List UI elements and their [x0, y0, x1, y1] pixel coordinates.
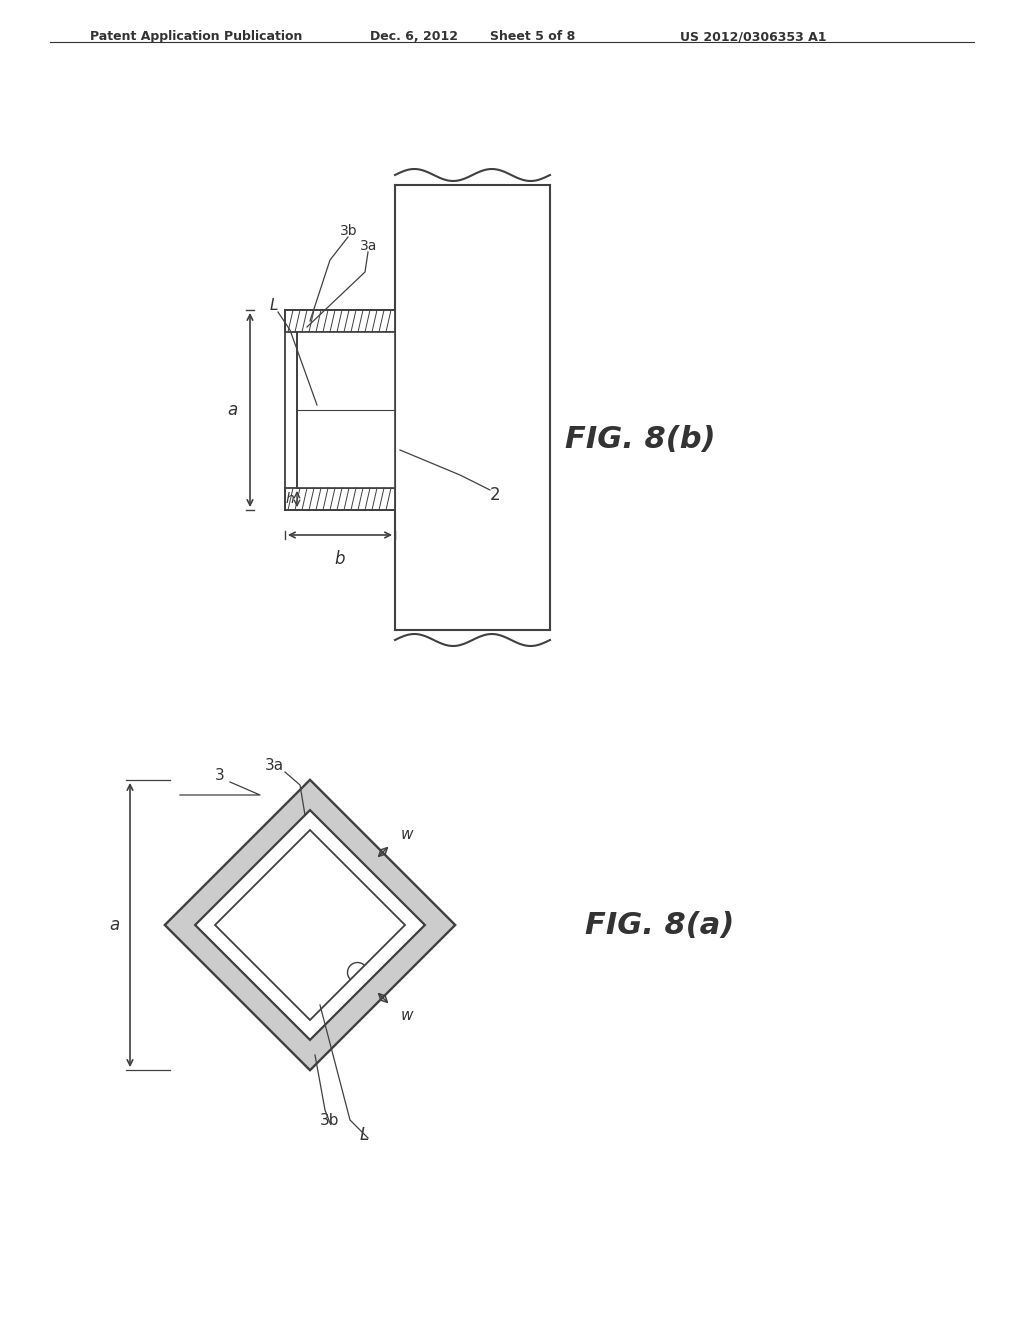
Text: 3b: 3b — [340, 224, 357, 238]
Bar — [297, 333, 395, 488]
Text: 3: 3 — [215, 768, 224, 783]
Text: Patent Application Publication: Patent Application Publication — [90, 30, 302, 44]
Bar — [285, 310, 395, 333]
Polygon shape — [215, 830, 406, 1020]
Text: Sheet 5 of 8: Sheet 5 of 8 — [490, 30, 575, 44]
Text: a: a — [110, 916, 120, 935]
PathPatch shape — [165, 780, 455, 1071]
Text: w: w — [400, 828, 413, 842]
Text: US 2012/0306353 A1: US 2012/0306353 A1 — [680, 30, 826, 44]
Text: w: w — [400, 1008, 413, 1023]
Text: L: L — [360, 1126, 370, 1144]
Bar — [319, 488, 390, 510]
Text: Dec. 6, 2012: Dec. 6, 2012 — [370, 30, 458, 44]
Text: a: a — [227, 401, 238, 418]
Text: 2: 2 — [490, 486, 501, 504]
Bar — [200, 100, 600, 700]
Text: 3a: 3a — [265, 758, 284, 774]
Text: h: h — [286, 492, 294, 506]
Text: 3a: 3a — [360, 239, 378, 253]
Bar — [319, 310, 390, 333]
Bar — [285, 488, 395, 510]
Text: L: L — [270, 298, 279, 313]
Text: b: b — [335, 550, 345, 568]
Text: FIG. 8(a): FIG. 8(a) — [586, 911, 734, 940]
Text: FIG. 8(b): FIG. 8(b) — [564, 425, 716, 454]
Text: 3b: 3b — [319, 1113, 340, 1129]
Bar — [319, 333, 390, 488]
